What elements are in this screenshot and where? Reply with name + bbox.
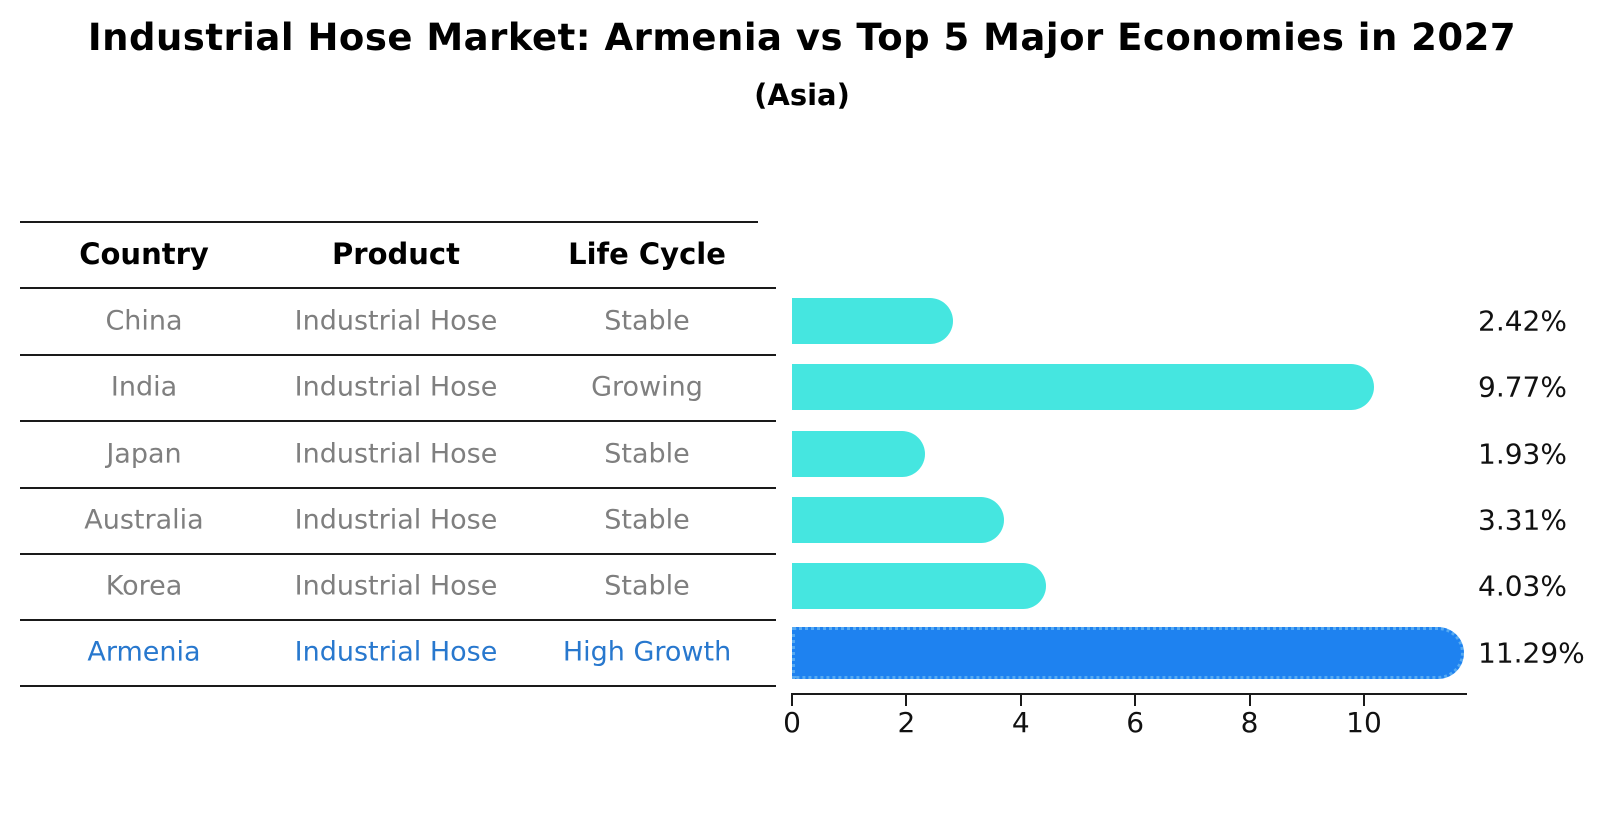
life-cycle-cell: Stable (604, 504, 690, 536)
product-cell: Industrial Hose (294, 305, 498, 337)
column-header-life-cycle: Life Cycle (568, 237, 726, 271)
bar-armenia (792, 626, 1464, 679)
country-cell: Korea (105, 570, 183, 602)
table-divider (20, 619, 758, 621)
product-cell: Industrial Hose (294, 570, 498, 602)
life-cycle-cell: High Growth (562, 636, 732, 668)
y-tick-mark (756, 619, 776, 621)
y-tick-mark (756, 420, 776, 422)
table-divider (20, 553, 758, 555)
value-label-armenia: 11.29% (1478, 636, 1585, 669)
table-divider (20, 685, 758, 687)
table-divider (20, 420, 758, 422)
x-tick-mark (1248, 693, 1251, 706)
bar-korea (792, 563, 1046, 610)
table-divider (20, 287, 758, 289)
column-header-country: Country (79, 237, 209, 271)
y-tick-mark (756, 354, 776, 356)
y-tick-mark (756, 287, 776, 289)
country-cell: China (105, 305, 183, 337)
life-cycle-cell: Stable (604, 305, 690, 337)
table-divider (20, 487, 758, 489)
x-tick-label: 8 (1240, 706, 1259, 739)
x-tick-label: 6 (1126, 706, 1145, 739)
country-cell: Australia (84, 504, 204, 536)
x-tick-mark (1134, 693, 1137, 706)
product-cell: Industrial Hose (294, 504, 498, 536)
value-label-india: 9.77% (1478, 370, 1567, 404)
y-tick-mark (756, 487, 776, 489)
value-label-china: 2.42% (1478, 304, 1567, 338)
product-cell: Industrial Hose (294, 371, 498, 403)
x-tick-label: 0 (783, 706, 801, 739)
table-divider (20, 354, 758, 356)
chart-subtitle: (Asia) (754, 78, 850, 112)
bar-australia (792, 496, 1005, 543)
table-divider (20, 221, 758, 223)
x-tick-mark (905, 693, 908, 706)
bar-japan (792, 430, 926, 477)
product-cell: Industrial Hose (294, 438, 498, 470)
x-tick-label: 10 (1346, 706, 1382, 739)
x-axis-line (792, 693, 1467, 695)
country-cell: Armenia (87, 636, 201, 668)
x-tick-mark (1019, 693, 1022, 706)
life-cycle-cell: Stable (604, 570, 690, 602)
life-cycle-cell: Stable (604, 438, 690, 470)
value-label-australia: 3.31% (1478, 503, 1567, 537)
value-label-korea: 4.03% (1478, 569, 1567, 603)
bar-india (792, 364, 1374, 411)
country-cell: India (110, 371, 178, 403)
country-cell: Japan (106, 438, 182, 470)
y-tick-mark (756, 553, 776, 555)
bar-china (792, 298, 954, 344)
value-label-japan: 1.93% (1478, 437, 1567, 471)
y-tick-mark (756, 685, 776, 687)
x-tick-mark (1363, 693, 1365, 706)
column-header-product: Product (332, 237, 460, 271)
chart-title: Industrial Hose Market: Armenia vs Top 5… (87, 16, 1517, 59)
product-cell: Industrial Hose (294, 636, 498, 668)
x-tick-label: 2 (897, 706, 916, 739)
life-cycle-cell: Growing (591, 371, 703, 403)
x-tick-mark (791, 693, 793, 706)
x-tick-label: 4 (1011, 706, 1030, 739)
